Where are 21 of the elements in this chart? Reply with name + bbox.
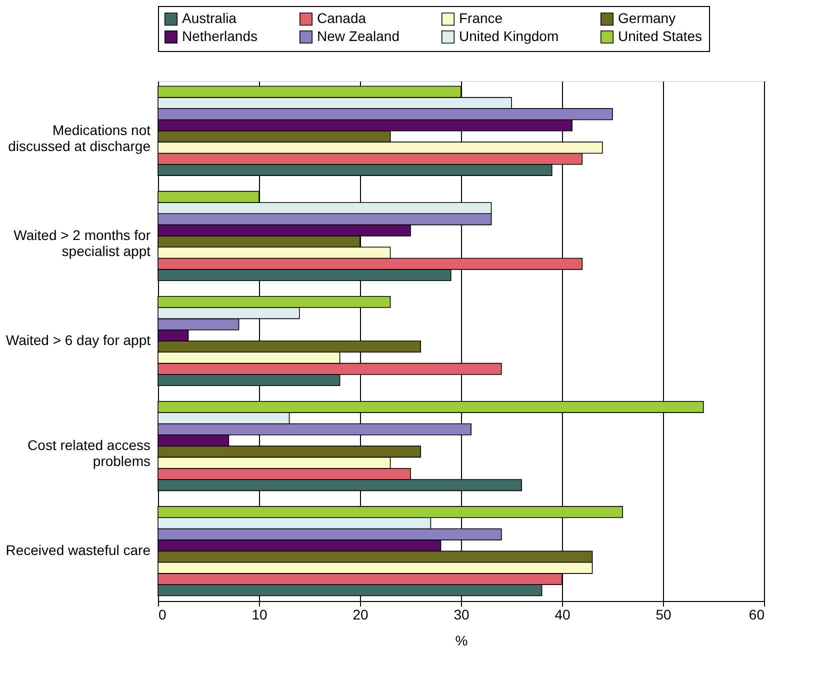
x-tick-label: 60 [748, 606, 765, 622]
x-tick-label: 30 [454, 606, 470, 622]
legend-label: Germany [618, 10, 676, 26]
legend-label: Netherlands [182, 28, 258, 44]
y-tick-label: Medications not discussed at discharge [8, 122, 151, 154]
legend-label: New Zealand [317, 28, 400, 44]
x-axis-title: % [455, 632, 468, 648]
legend-label: United States [618, 28, 702, 44]
x-tick-label: 20 [352, 606, 368, 622]
y-tick-label: Received wasteful care [6, 542, 151, 558]
legend-label: France [459, 10, 503, 26]
legend-label: Australia [182, 10, 237, 26]
legend-label: Canada [317, 10, 366, 26]
legend-label: United Kingdom [459, 28, 559, 44]
y-tick-label: Waited > 2 months for specialist appt [14, 226, 151, 259]
x-tick-label: 10 [252, 606, 268, 622]
y-tick-label: Waited > 6 day for appt [6, 332, 151, 348]
x-tick-label: 40 [554, 606, 570, 622]
y-tick-label: Cost related access problems [28, 437, 150, 470]
x-tick-label: 50 [656, 606, 672, 622]
x-tick-label: 0 [158, 606, 166, 622]
